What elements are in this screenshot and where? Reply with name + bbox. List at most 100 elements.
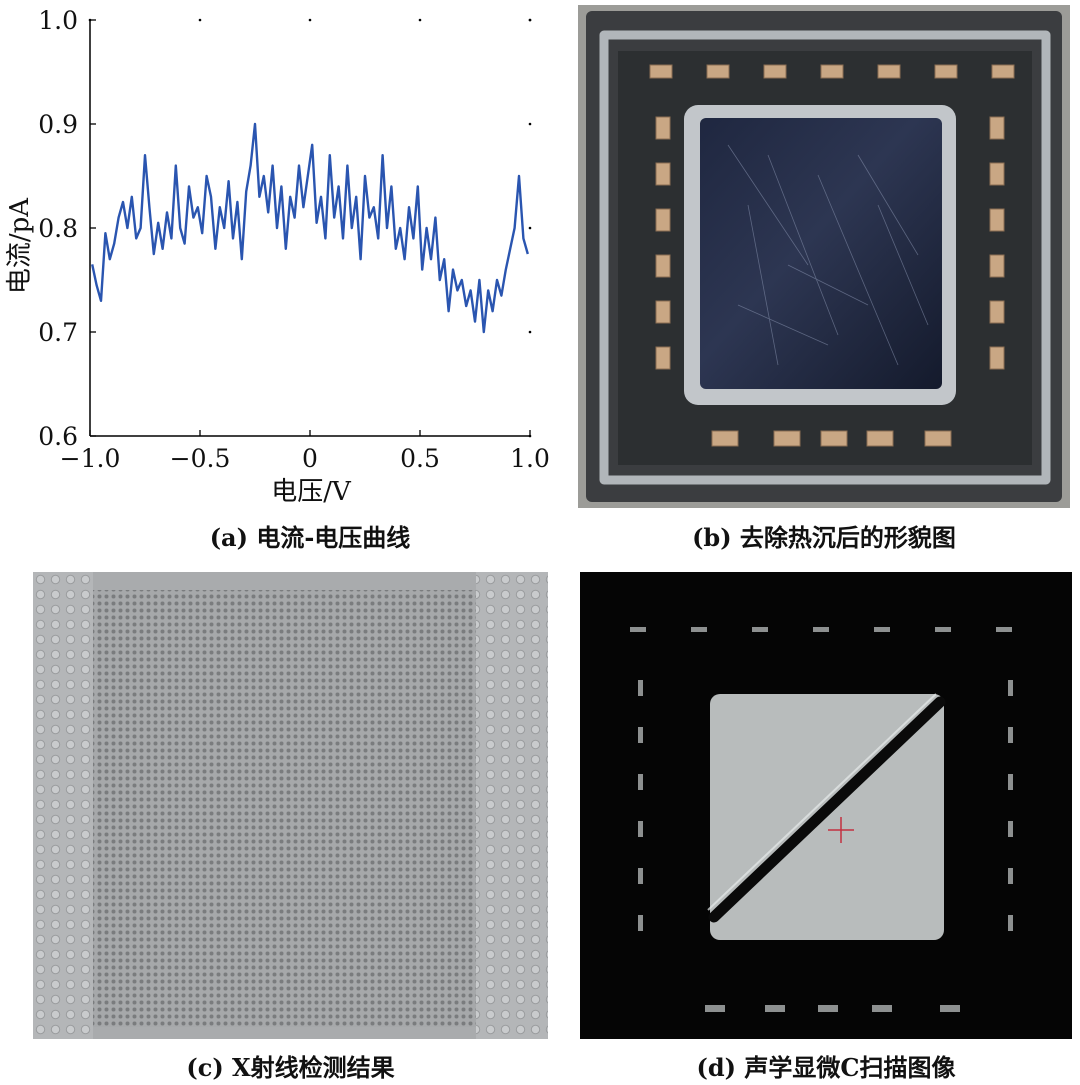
csam-pad (638, 774, 643, 790)
bond-pad (989, 346, 1005, 370)
scratch (857, 154, 919, 256)
bond-pad (989, 300, 1005, 324)
bond-pad (655, 116, 671, 140)
caption-a: (a) 电流-电压曲线 (209, 523, 411, 552)
x-tick-label: −1.0 (60, 444, 121, 473)
csam-pad (638, 915, 643, 931)
csam-pad (874, 627, 890, 632)
x-tick-label: 0.5 (400, 444, 440, 473)
csam-pad (935, 627, 951, 632)
y-axis-label: 电流/pA (5, 197, 35, 294)
csam-pad (996, 627, 1012, 632)
caption-d: (d) 声学显微C扫描图像 (696, 1053, 956, 1082)
scratch (737, 304, 829, 346)
dotted-frame (88, 18, 532, 438)
frame-dot (528, 330, 532, 334)
y-tick-label: 0.6 (38, 422, 78, 451)
bond-pad (711, 430, 739, 447)
bond-pad (989, 162, 1005, 186)
csam-pad (940, 1005, 960, 1012)
frame-dot (198, 18, 202, 22)
caption-c: (c) X射线检测结果 (186, 1053, 395, 1082)
bond-pad (655, 162, 671, 186)
bond-pad (989, 116, 1005, 140)
csam-pad (1008, 680, 1013, 696)
frame-dot (528, 122, 532, 126)
csam-pad (1008, 727, 1013, 743)
csam-pad (872, 1005, 892, 1012)
bond-pad (773, 430, 801, 447)
crack-edge (707, 693, 937, 911)
xray-image (33, 572, 548, 1039)
outer-glue-ring (599, 30, 1051, 485)
x-axis-label: 电压/V (271, 477, 352, 507)
bond-pad (649, 64, 673, 79)
scratch (747, 204, 779, 366)
bond-pad (866, 430, 894, 447)
y-tick-label: 0.9 (38, 110, 78, 139)
csam-pad (705, 1005, 725, 1012)
frame-dot (418, 18, 422, 22)
x-ticks: −1.0 −0.5 0 0.5 1.0 (60, 430, 550, 473)
y-tick-label: 0.7 (38, 318, 78, 347)
bond-pad (706, 64, 730, 79)
panel-a-iv-chart: −1.0 −0.5 0 0.5 1.0 0.6 0.7 0.8 0.9 1.0 电压/V 电流/… (0, 0, 555, 510)
csam-pad (638, 680, 643, 696)
x-tick-label: −0.5 (170, 444, 231, 473)
outer-ball-array-right (476, 572, 548, 1039)
iv-chart: −1.0 −0.5 0 0.5 1.0 0.6 0.7 0.8 0.9 1.0 电压/V 电流/… (5, 6, 550, 507)
chip-photo (578, 5, 1070, 508)
scratch (817, 174, 899, 366)
csam-pad (1008, 774, 1013, 790)
bond-pad (934, 64, 958, 79)
bond-pad (655, 346, 671, 370)
scratch (727, 144, 809, 266)
die-scratches (727, 144, 929, 366)
csam-pad (638, 821, 643, 837)
y-tick-label: 0.8 (38, 214, 78, 243)
bond-pad (655, 208, 671, 232)
scratch (877, 204, 929, 326)
outer-ball-array-left (33, 572, 93, 1039)
csam-pad (818, 1005, 838, 1012)
csam-pad (813, 627, 829, 632)
frame-dot (528, 226, 532, 230)
bond-pad (820, 64, 844, 79)
y-tick-label: 1.0 (38, 6, 78, 35)
x-tick-label: 1.0 (510, 444, 550, 473)
csam-pads (630, 627, 1013, 1012)
csam-pad (752, 627, 768, 632)
crack-line (708, 696, 946, 923)
bond-pad (877, 64, 901, 79)
bond-pad (991, 64, 1015, 79)
bond-pads (649, 64, 1015, 447)
csam-image (580, 572, 1072, 1039)
bond-pad (655, 254, 671, 278)
caption-b: (b) 去除热沉后的形貌图 (692, 523, 956, 552)
crosshair-marker (828, 817, 854, 843)
y-ticks: 0.6 0.7 0.8 0.9 1.0 (38, 6, 96, 451)
bond-pad (820, 430, 848, 447)
series-line (91, 122, 529, 334)
csam-pad (765, 1005, 785, 1012)
bond-pad (763, 64, 787, 79)
panel-b-chip-photo (578, 5, 1070, 508)
csam-pad (1008, 868, 1013, 884)
csam-pad (630, 627, 646, 632)
scratch (787, 264, 869, 306)
frame-dot (528, 18, 532, 22)
x-tick-label: 0 (302, 444, 318, 473)
panel-c-xray-image (33, 572, 548, 1039)
bump-array (93, 590, 476, 1027)
bond-pad (989, 208, 1005, 232)
csam-pad (1008, 821, 1013, 837)
bond-pad (924, 430, 952, 447)
csam-pad (638, 868, 643, 884)
die (700, 118, 942, 389)
bond-pad (989, 254, 1005, 278)
frame-dot (308, 18, 312, 22)
bond-pad (655, 300, 671, 324)
csam-pad (691, 627, 707, 632)
csam-pad (638, 727, 643, 743)
csam-pad (1008, 915, 1013, 931)
